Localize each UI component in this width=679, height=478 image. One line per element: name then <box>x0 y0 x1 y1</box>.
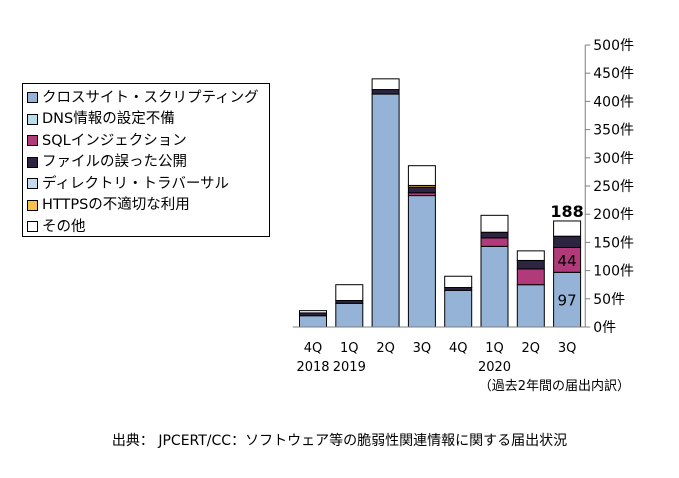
data-label: 44 <box>558 252 577 270</box>
bar-segment <box>516 259 545 270</box>
x-year-label: 2018 <box>296 360 329 375</box>
bar-segment <box>480 237 509 247</box>
y-tick-label: 500件 <box>593 38 634 54</box>
bar-segment <box>371 89 400 95</box>
x-year-label: 2020 <box>478 360 511 375</box>
legend-swatch-other <box>27 221 38 233</box>
legend-label: クロスサイト・スクリプティング <box>42 89 259 106</box>
x-year-label: 2019 <box>333 360 366 375</box>
legend-label: ディレクトリ・トラバーサル <box>42 175 230 192</box>
legend-item: SQLインジェクション <box>27 130 269 152</box>
bar-segment <box>553 220 582 237</box>
legend-swatch-traversal <box>27 178 38 190</box>
chart-legend: クロスサイト・スクリプティング DNS情報の設定不備 SQLインジェクション フ… <box>22 83 270 237</box>
x-tick-label: 1Q <box>340 341 359 356</box>
bar-segment <box>299 315 327 328</box>
bar-segment <box>335 284 364 301</box>
legend-label: SQLインジェクション <box>42 132 187 149</box>
bar-segment <box>299 310 327 314</box>
source-caption: 出典： JPCERT/CC：ソフトウェア等の脆弱性関連情報に関する届出状況 <box>111 433 568 449</box>
legend-swatch-xss <box>27 92 38 104</box>
legend-item: DNS情報の設定不備 <box>27 109 269 131</box>
y-tick-label: 450件 <box>593 66 634 82</box>
legend-item: クロスサイト・スクリプティング <box>27 87 269 109</box>
x-tick-label: 4Q <box>304 341 323 356</box>
y-tick-label: 50件 <box>593 292 625 308</box>
y-tick-label: 200件 <box>593 207 634 223</box>
period-note: （過去2年間の届出内訳） <box>479 378 630 394</box>
legend-label: DNS情報の設定不備 <box>42 111 175 127</box>
legend-label: その他 <box>42 218 86 235</box>
x-tick-label: 3Q <box>413 341 432 356</box>
bar-segment <box>553 235 582 248</box>
y-tick-label: 0件 <box>593 320 616 336</box>
legend-item: HTTPSの不適切な利用 <box>27 195 269 217</box>
x-tick-label: 3Q <box>558 341 577 356</box>
legend-swatch-sql <box>27 135 38 147</box>
y-tick-label: 300件 <box>593 151 634 167</box>
bar-segment <box>480 214 509 233</box>
bar-segment <box>480 231 509 239</box>
legend-swatch-https <box>27 199 38 211</box>
data-label: 97 <box>558 292 577 310</box>
bar-segment <box>516 250 545 261</box>
bar-segment <box>516 268 545 286</box>
bar-segment <box>407 165 436 186</box>
legend-label: HTTPSの不適切な利用 <box>42 197 190 213</box>
legend-item: ファイルの誤った公開 <box>27 152 269 174</box>
bar-segment <box>407 186 436 194</box>
legend-item: ディレクトリ・トラバーサル <box>27 173 269 195</box>
x-tick-label: 1Q <box>485 341 504 356</box>
legend-item: その他 <box>27 216 269 238</box>
y-tick-label: 100件 <box>593 264 634 280</box>
bar-segment <box>444 275 473 289</box>
bar-segment <box>480 245 509 328</box>
x-tick-label: 2Q <box>522 341 541 356</box>
bar-segment <box>335 302 364 328</box>
bar-segment <box>407 195 436 328</box>
legend-swatch-file <box>27 156 38 168</box>
bar-segment <box>371 93 400 328</box>
y-tick-label: 400件 <box>593 94 634 110</box>
y-tick-label: 250件 <box>593 179 634 195</box>
bar-segment <box>516 284 545 328</box>
x-tick-label: 4Q <box>449 341 468 356</box>
bar-segment <box>444 289 473 328</box>
y-tick-label: 350件 <box>593 123 634 139</box>
legend-swatch-dns <box>27 113 38 125</box>
x-tick-label: 2Q <box>376 341 395 356</box>
bar-segment <box>371 78 400 91</box>
total-label: 188 <box>550 202 583 221</box>
y-tick-label: 150件 <box>593 235 634 251</box>
legend-label: ファイルの誤った公開 <box>42 154 187 170</box>
